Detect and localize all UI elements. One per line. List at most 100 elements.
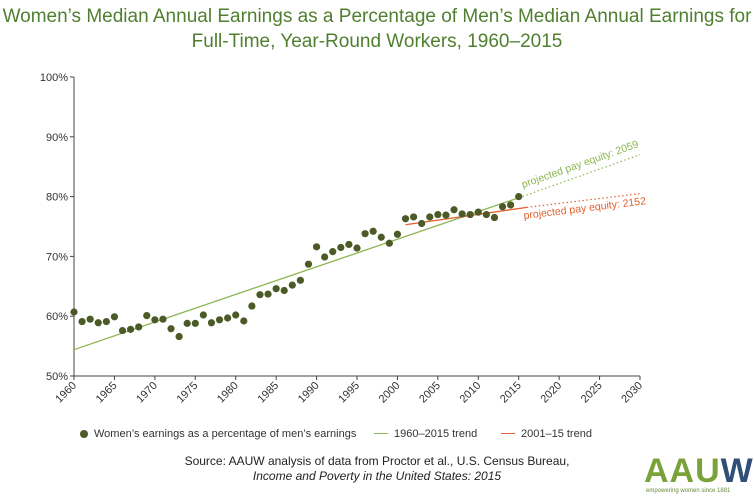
data-point [418, 219, 426, 228]
data-point [345, 240, 353, 249]
data-point [377, 233, 385, 241]
legend-item-trend-short: 2001–15 trend [501, 428, 592, 440]
source-line1: Source: AAUW analysis of data from Proct… [184, 454, 570, 468]
data-point [296, 276, 304, 284]
x-tick-label: 1980 [215, 380, 241, 406]
data-point [127, 325, 135, 333]
data-point [135, 323, 143, 331]
data-point [442, 211, 450, 219]
data-point [361, 230, 369, 238]
data-point [515, 193, 523, 201]
x-tick-label: 2005 [417, 380, 443, 406]
data-point [329, 248, 337, 256]
y-tick-label: 100% [40, 72, 68, 84]
data-point [321, 253, 329, 261]
data-point [410, 213, 418, 221]
chart-title: Women’s Median Annual Earnings as a Perc… [0, 4, 754, 54]
data-point [272, 285, 280, 293]
source-note: Source: AAUW analysis of data from Proct… [0, 454, 754, 484]
data-point [466, 210, 474, 219]
data-point [337, 243, 345, 252]
data-point [507, 201, 515, 209]
data-point [280, 286, 288, 295]
x-tick-label: 2010 [458, 380, 484, 406]
data-point [215, 316, 224, 324]
data-point [288, 281, 296, 289]
data-point [191, 319, 199, 327]
legend-label-trend-short: 2001–15 trend [521, 428, 592, 440]
data-point [248, 302, 256, 310]
logo-text-last: W [720, 452, 754, 490]
data-point [264, 290, 272, 298]
data-point [183, 319, 191, 327]
data-point [458, 210, 466, 218]
data-point [304, 260, 313, 268]
x-tick-label: 1960 [53, 380, 79, 406]
data-point [450, 206, 458, 214]
data-point [256, 291, 264, 299]
data-point [224, 314, 232, 322]
data-point [86, 315, 94, 323]
x-tick-label: 2015 [498, 380, 524, 406]
legend-item-trend-long: 1960–2015 trend [374, 428, 477, 440]
data-point [118, 326, 127, 335]
y-tick-label: 50% [46, 371, 68, 383]
data-point [369, 227, 377, 235]
x-tick-label: 2030 [619, 380, 645, 406]
x-tick-label: 1970 [134, 380, 160, 406]
data-point [482, 210, 490, 219]
data-point [312, 243, 321, 251]
legend-line-trend-short [501, 433, 515, 434]
x-tick-label: 2020 [538, 380, 564, 406]
y-tick-label: 60% [46, 311, 68, 323]
legend-line-trend-long [374, 433, 388, 434]
logo-tagline: empowering women since 1881 [646, 488, 731, 494]
chart-title-line2: Full-Time, Year-Round Workers, 1960–2015 [191, 31, 563, 52]
x-tick-label: 1990 [296, 380, 322, 406]
data-point [426, 213, 434, 221]
y-tick-label: 80% [46, 192, 68, 204]
x-tick-label: 1985 [255, 380, 281, 406]
trend-line-2001-2015 [405, 206, 527, 226]
data-point [102, 317, 110, 326]
data-point [159, 315, 167, 323]
data-point [498, 203, 507, 211]
data-point [94, 319, 102, 327]
chart-title-line1: Women’s Median Annual Earnings as a Perc… [2, 6, 752, 27]
data-point [207, 319, 216, 327]
projection-line [526, 193, 641, 208]
x-tick-label: 1995 [336, 380, 362, 406]
data-point [143, 312, 151, 320]
data-point [240, 317, 248, 325]
data-point [401, 215, 410, 223]
x-tick-label: 2000 [377, 380, 403, 406]
data-point [474, 208, 482, 216]
x-tick-label: 2025 [579, 380, 605, 406]
source-line2: Income and Poverty in the United States:… [252, 469, 502, 483]
y-tick-label: 70% [46, 251, 68, 263]
x-tick-label: 1975 [175, 380, 201, 406]
data-point [434, 210, 442, 219]
data-point [167, 325, 175, 333]
data-point [70, 308, 78, 316]
data-point [385, 239, 393, 247]
data-point [353, 244, 361, 252]
data-point [199, 311, 207, 319]
logo-wordmark: AAUW [644, 452, 754, 491]
legend-item-points: Women’s earnings as a percentage of men’… [80, 428, 356, 440]
trend-line-1960-2015 [73, 197, 519, 351]
x-tick-label: 1965 [94, 380, 120, 406]
data-point [78, 317, 86, 326]
projection-label-2152: projected pay equity: 2152 [523, 195, 647, 222]
data-point [232, 311, 240, 319]
data-point [151, 316, 159, 324]
aauw-logo: AAUW empowering women since 1881 [644, 452, 753, 500]
y-tick-label: 90% [46, 132, 68, 144]
data-point [110, 313, 119, 321]
data-point [175, 332, 183, 341]
projection-line [518, 154, 641, 199]
legend-label-points: Women’s earnings as a percentage of men’… [94, 428, 357, 440]
logo-text-main: AAU [644, 452, 721, 490]
data-point [490, 213, 499, 222]
